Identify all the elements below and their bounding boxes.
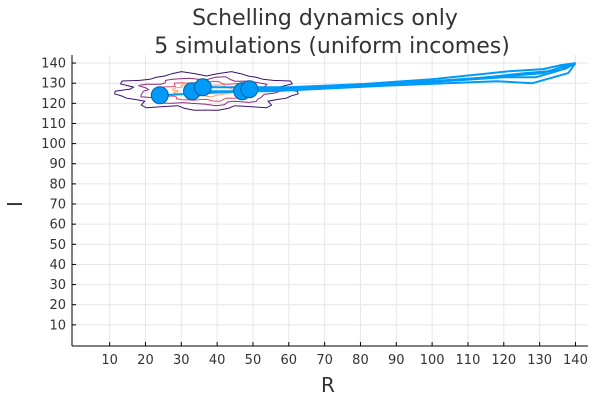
- endpoint-marker: [240, 80, 259, 99]
- y-tick-label: 10: [49, 318, 66, 333]
- y-tick-label: 30: [49, 278, 66, 293]
- contour-line: [138, 76, 281, 107]
- x-tick-label: 80: [352, 353, 369, 368]
- grid: [72, 55, 588, 346]
- contour-line: [171, 83, 235, 98]
- x-tick-label: 140: [563, 353, 588, 368]
- x-tick-label: 40: [209, 353, 226, 368]
- x-tick-label: 30: [173, 353, 190, 368]
- axes: [71, 55, 588, 347]
- trajectory-line: [159, 62, 576, 97]
- y-tick-label: 90: [49, 157, 66, 172]
- trajectory-line: [202, 62, 576, 89]
- chart-title-line1: Schelling dynamics only: [192, 6, 458, 31]
- y-tick-labels: 10 20 30 40 50 60 70 80 90 100 110 120 130 140: [41, 57, 66, 334]
- x-tick-label: 120: [491, 353, 516, 368]
- x-tick-label: 90: [388, 353, 405, 368]
- y-tick-label: 120: [41, 97, 66, 112]
- y-tick-label: 40: [49, 258, 66, 273]
- x-axis-label: R: [321, 373, 335, 397]
- x-tick-label: 100: [420, 353, 445, 368]
- y-tick-label: 20: [49, 298, 66, 313]
- y-tick-label: 80: [49, 177, 66, 192]
- x-tick-label: 130: [527, 353, 552, 368]
- x-tick-label: 50: [245, 353, 262, 368]
- y-tick-label: 100: [41, 137, 66, 152]
- y-tick-label: 140: [41, 57, 66, 72]
- y-tick-label: 60: [49, 218, 66, 233]
- trajectory-line: [192, 62, 577, 93]
- y-tick-label: 130: [41, 77, 66, 92]
- y-tick-label: 70: [49, 198, 66, 213]
- x-tick-label: 110: [456, 353, 481, 368]
- endpoint-markers: [150, 78, 259, 105]
- x-tick-label: 60: [281, 353, 298, 368]
- y-tick-label: 110: [41, 117, 66, 132]
- endpoint-marker: [150, 86, 169, 105]
- y-tick-label: 50: [49, 238, 66, 253]
- y-axis-label: I: [3, 201, 27, 207]
- contour-line: [114, 71, 299, 111]
- x-tick-label: 70: [316, 353, 333, 368]
- x-tick-labels: 10 20 30 40 50 60 70 80 90 100 110 120 130 140: [101, 353, 588, 368]
- x-tick-label: 20: [137, 353, 154, 368]
- endpoint-marker: [193, 78, 212, 97]
- x-tick-label: 10: [101, 353, 118, 368]
- trajectories: [159, 62, 577, 97]
- chart-title-line2: 5 simulations (uniform incomes): [154, 34, 510, 59]
